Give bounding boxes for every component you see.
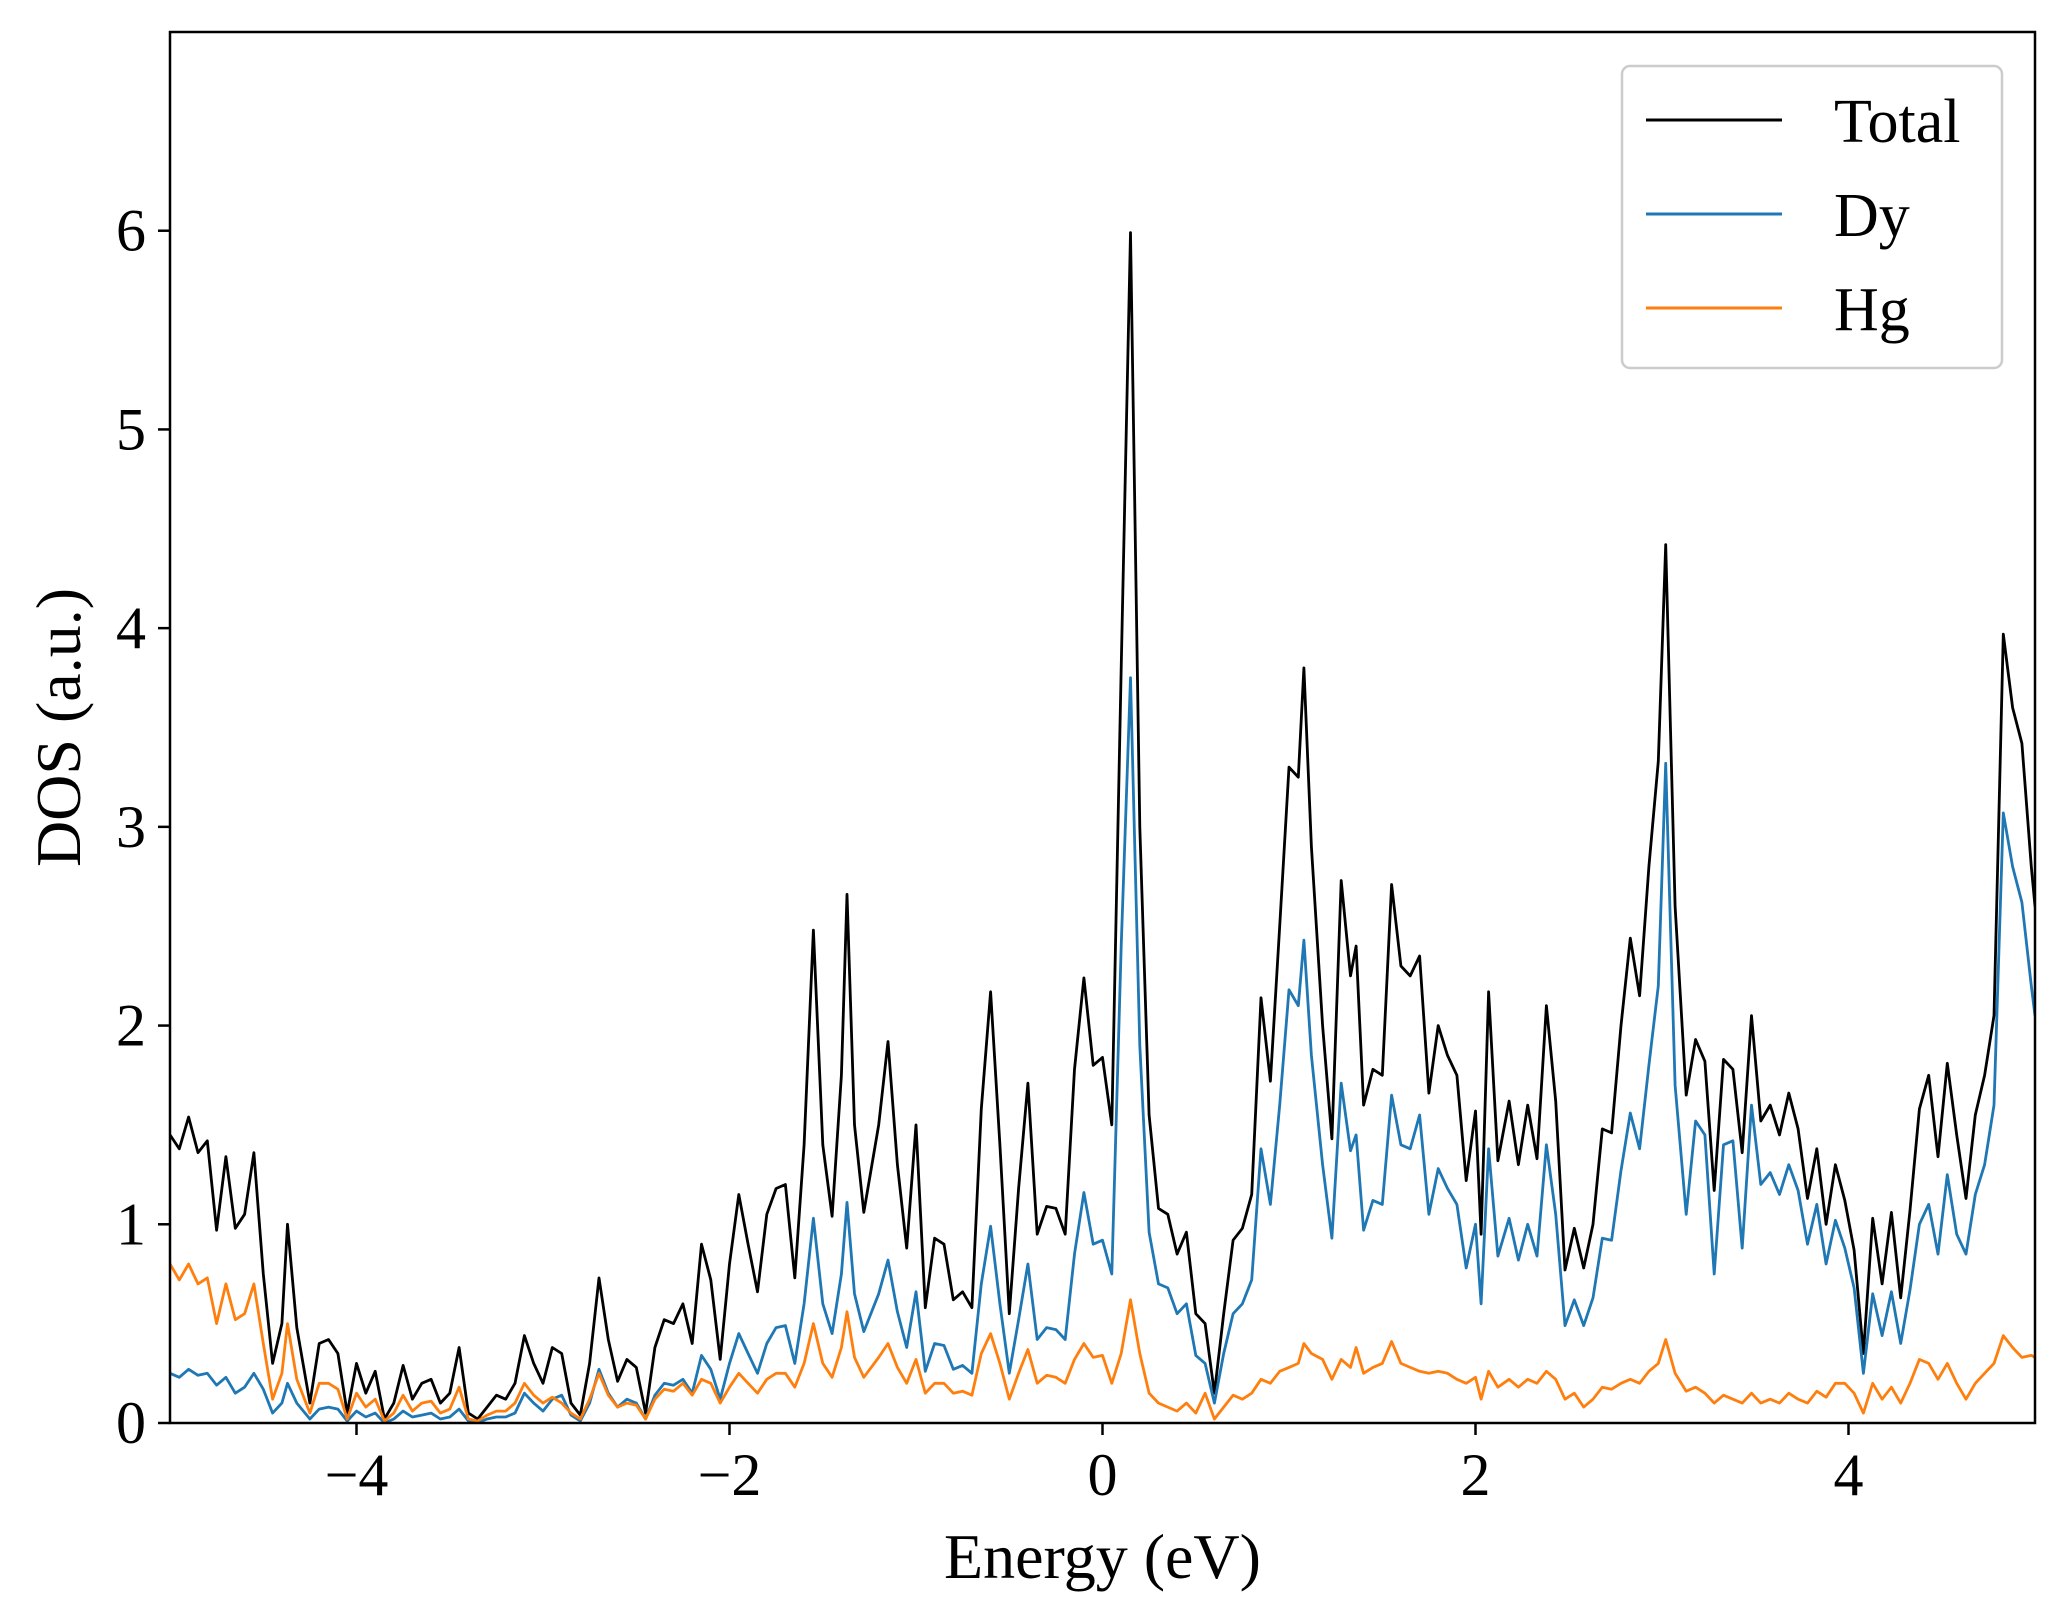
y-tick-label: 1 — [116, 1191, 146, 1257]
y-tick-label: 0 — [116, 1390, 146, 1456]
x-tick-label: −2 — [698, 1442, 762, 1508]
series-line-hg — [170, 1262, 2035, 1423]
series-layer — [170, 231, 2035, 1423]
y-axis: 0 1 2 3 4 5 6 — [116, 198, 170, 1456]
y-tick-label: 3 — [116, 794, 146, 860]
legend-label-total: Total — [1834, 88, 1961, 156]
legend-box — [1620, 64, 2004, 370]
y-axis-label: DOS (a.u.) — [23, 588, 94, 867]
y-tick-label: 6 — [116, 198, 146, 264]
x-axis: −4 −2 0 2 4 — [325, 1423, 1864, 1508]
x-tick-label: −4 — [325, 1442, 389, 1508]
legend-label-hg: Hg — [1834, 276, 1910, 344]
x-tick-label: 0 — [1088, 1442, 1118, 1508]
series-line-dy — [170, 676, 2035, 1423]
y-tick-label: 5 — [116, 396, 146, 462]
legend-label-dy: Dy — [1834, 182, 1910, 250]
y-tick-label: 2 — [116, 993, 146, 1059]
x-tick-label: 4 — [1834, 1442, 1864, 1508]
x-axis-label: Energy (eV) — [944, 1521, 1261, 1592]
legend: Total Dy Hg — [1620, 64, 2004, 370]
series-line-total — [170, 231, 2035, 1421]
x-tick-label: 2 — [1461, 1442, 1491, 1508]
y-tick-label: 4 — [116, 595, 146, 661]
